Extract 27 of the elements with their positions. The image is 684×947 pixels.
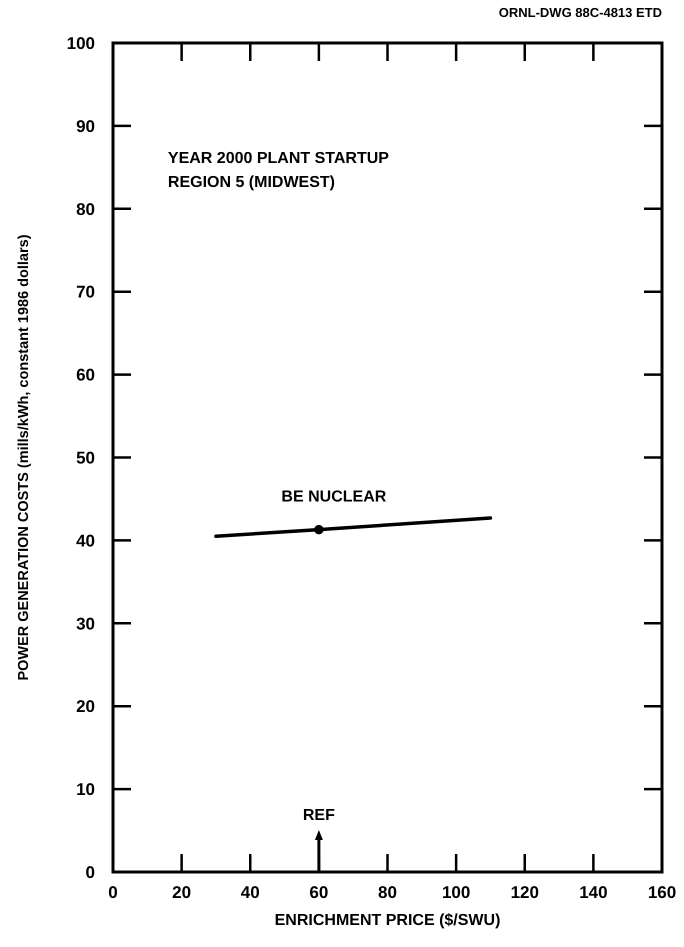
y-tick-label: 0 (86, 863, 95, 882)
annotation: REGION 5 (MIDWEST) (168, 174, 336, 191)
text: ORNL-DWG 88C-4813 ETD (498, 5, 662, 20)
x-axis-title: ENRICHMENT PRICE ($/SWU) (274, 912, 500, 929)
x-tick-label: 40 (240, 883, 260, 902)
x-tick-label: 120 (510, 883, 539, 902)
annotation: YEAR 2000 PLANT STARTUP (168, 150, 390, 167)
y-tick-label: 90 (76, 116, 95, 136)
y-tick-label: 70 (76, 282, 95, 302)
series-label: BE NUCLEAR (281, 488, 387, 506)
x-tick-label: 140 (579, 883, 608, 902)
y-tick-label: 50 (76, 448, 95, 468)
x-tick-label: 80 (378, 883, 397, 902)
x-tick-label: 20 (172, 883, 192, 902)
y-tick-label: 10 (76, 780, 95, 800)
x-tick-label: 0 (108, 883, 118, 902)
x-tick-label: 100 (442, 883, 470, 902)
ref-line-label: REF (302, 807, 336, 824)
y-tick-label: 80 (76, 200, 95, 219)
y-tick-label: 60 (76, 366, 95, 385)
y-tick-label: 100 (66, 34, 95, 53)
y-tick-label: 30 (76, 614, 95, 634)
y-axis-title: POWER GENERATION COSTS (mills/kWh, constant 1986 dollars) (16, 234, 32, 681)
x-tick-label: 160 (648, 883, 676, 902)
y-tick-label: 20 (76, 697, 95, 716)
x-tick-label: 60 (309, 883, 328, 902)
y-tick-label: 40 (76, 531, 95, 550)
